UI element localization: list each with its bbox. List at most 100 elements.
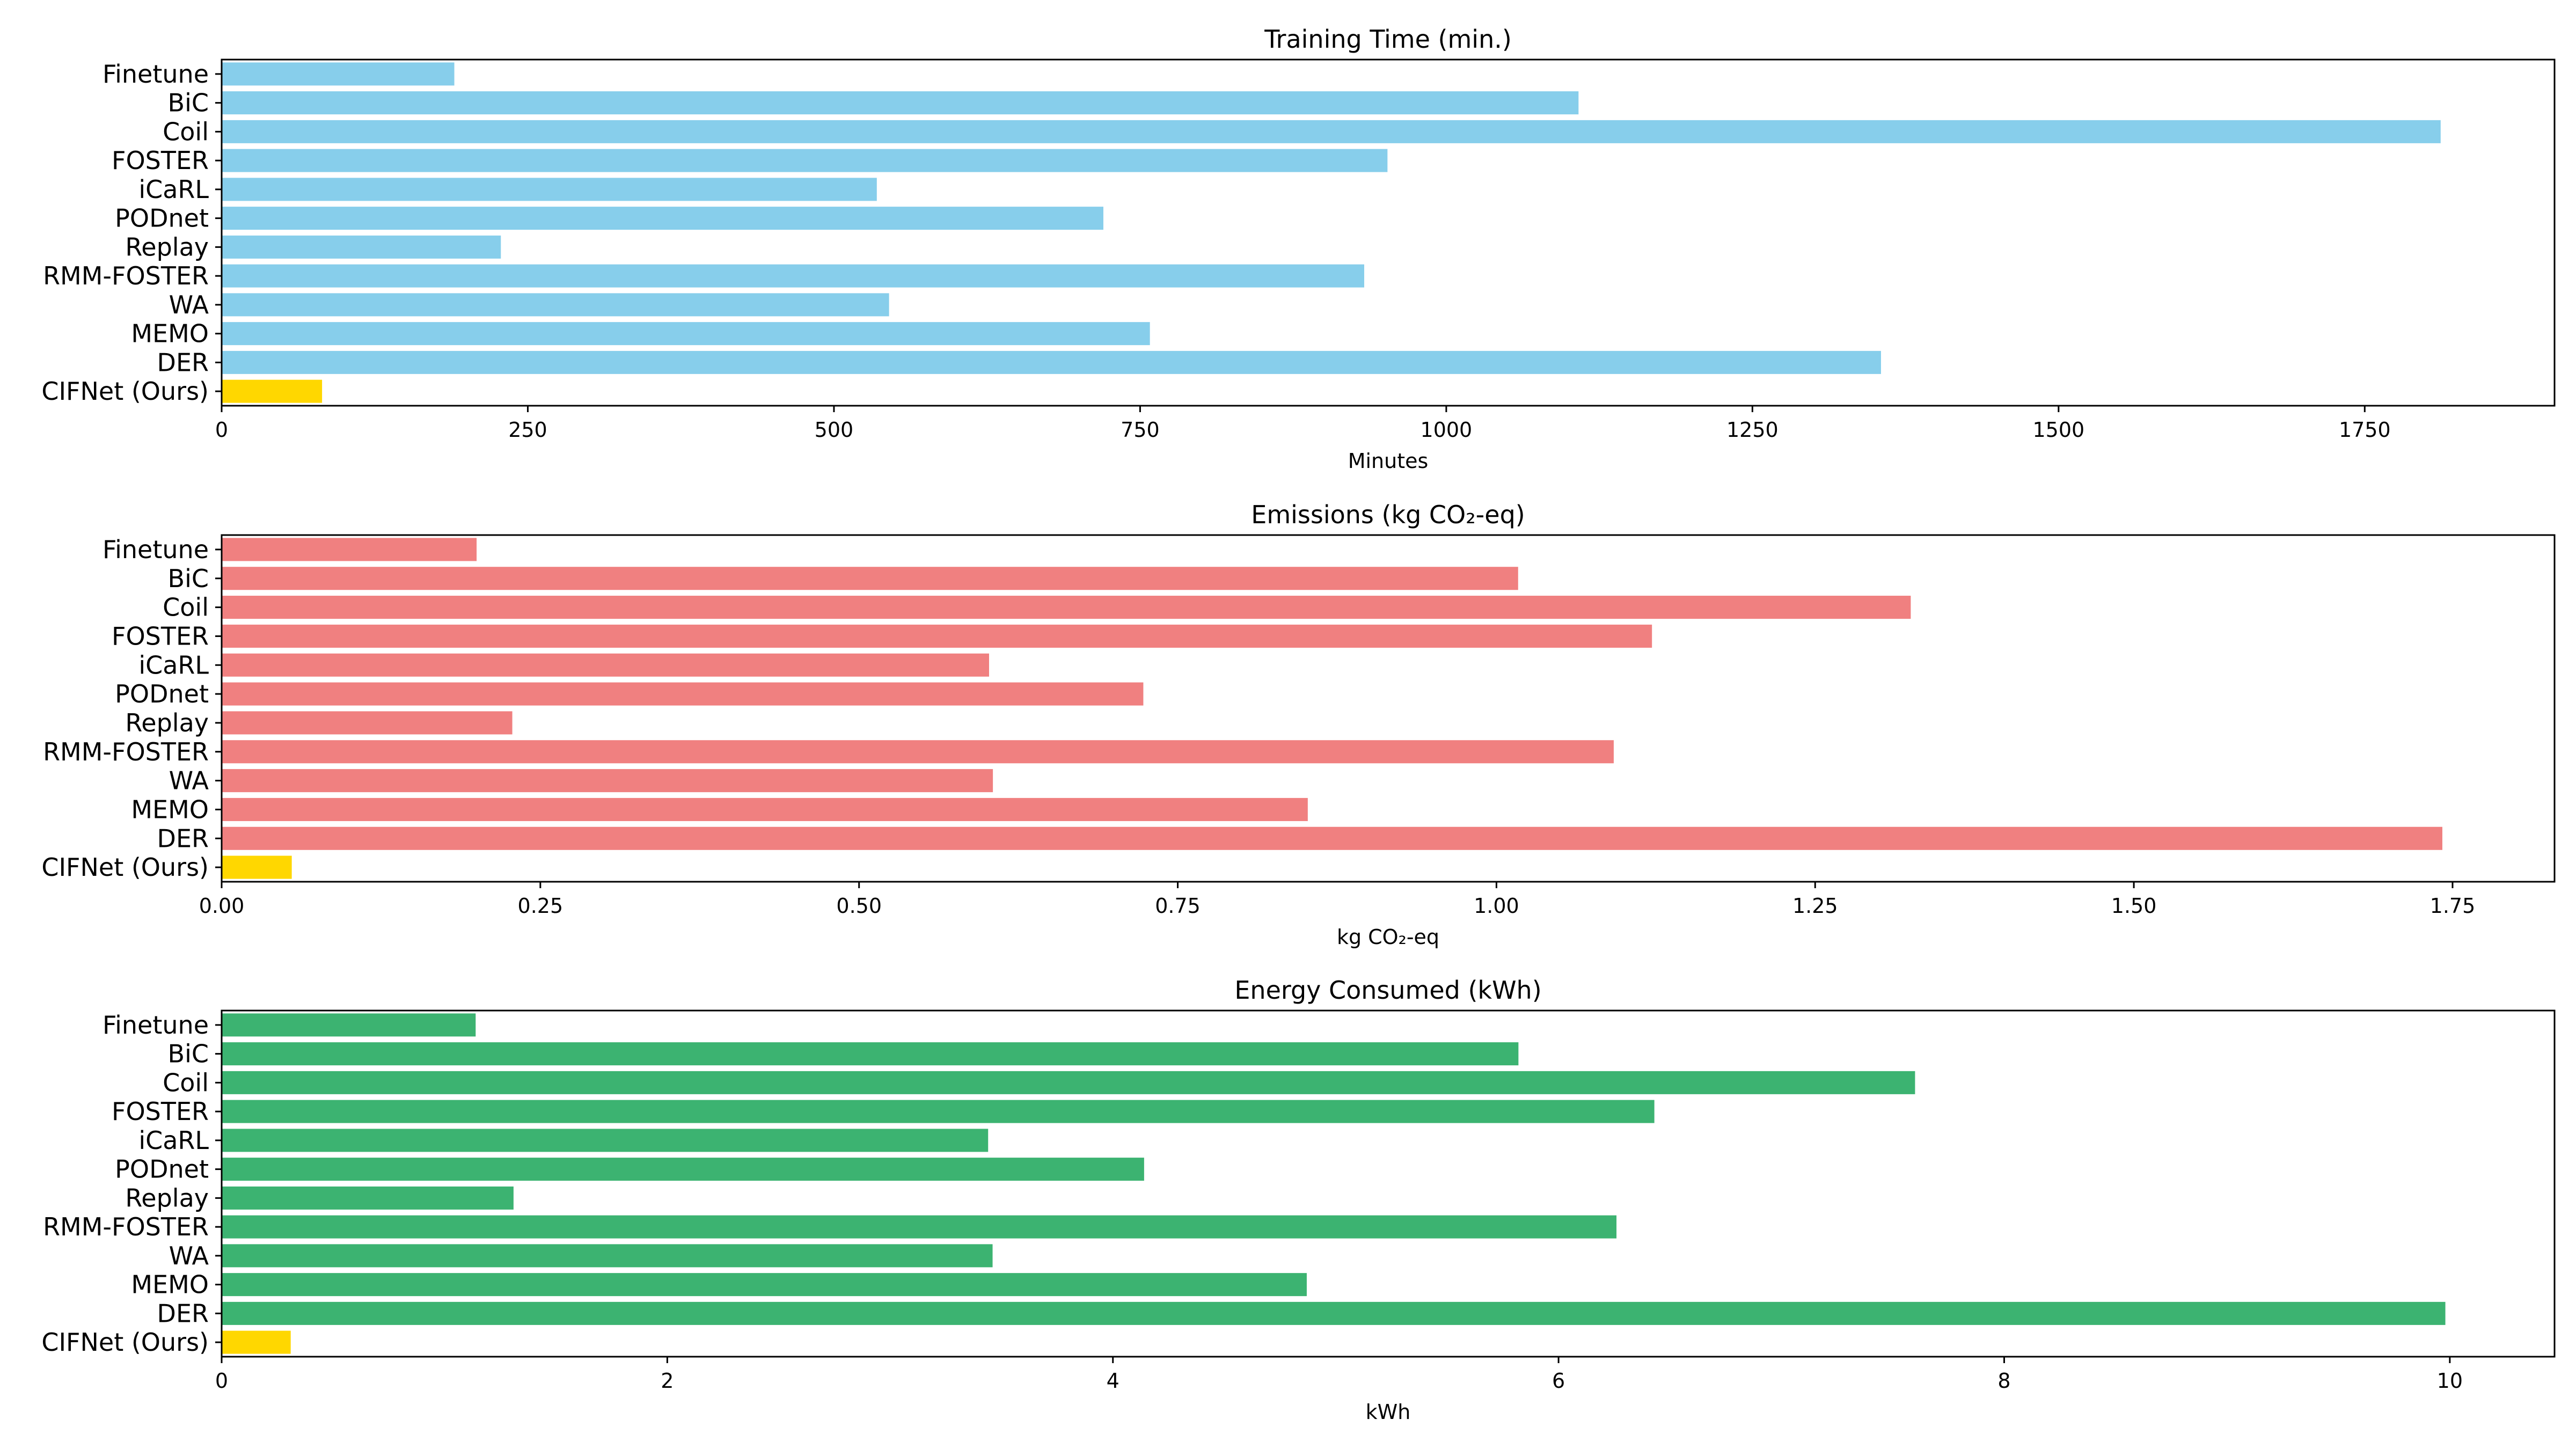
bar-cifnet-ours [222,379,323,403]
bar-icarl [222,178,877,201]
y-tick-label: DER [157,824,209,853]
y-tick-label: RMM-FOSTER [43,1212,209,1241]
x-tick-label: 0.75 [1155,894,1201,918]
y-tick-label: PODnet [115,204,209,233]
x-tick-label: 1500 [2032,418,2084,442]
bar-replay [222,711,513,735]
y-tick-label: Replay [125,232,209,261]
bar-rmm-foster [222,1215,1617,1239]
bar-bic [222,567,1518,590]
y-tick-label: CIFNet (Ours) [41,377,209,406]
bar-podnet [222,207,1103,230]
bar-group [222,62,2441,403]
bar-icarl [222,653,989,677]
panel-title: Energy Consumed (kWh) [1234,976,1541,1005]
y-tick-label: BiC [168,89,209,118]
x-tick-label: 1.50 [2111,894,2157,918]
bar-wa [222,769,993,793]
y-tick-label: MEMO [131,319,209,348]
bar-foster [222,149,1388,172]
x-tick-label: 1250 [1726,418,1779,442]
bar-der [222,1301,2446,1325]
x-ticks: 0 2 4 6 8 10 [215,1357,2463,1393]
y-tick-label: MEMO [131,795,209,824]
x-tick-label: 6 [1552,1369,1565,1393]
y-tick-label: Coil [163,117,209,146]
bar-finetune [222,538,477,561]
y-tick-label: Coil [163,593,209,622]
bar-replay [222,235,501,259]
axes-frame [221,58,2556,407]
bar-rmm-foster [222,740,1614,764]
bar-wa [222,293,889,317]
x-ticks: 0 250 500 750 1000 1250 1500 1750 [215,406,2391,442]
y-tick-label: Finetune [103,60,209,89]
bar-podnet [222,682,1144,706]
axes-frame [221,534,2556,883]
panel-title: Emissions (kg CO₂-eq) [1251,500,1525,529]
bar-finetune [222,62,455,86]
bar-memo [222,1273,1307,1297]
y-tick-label: FOSTER [112,146,209,175]
bar-cifnet-ours [222,855,292,879]
x-tick-label: 250 [508,418,547,442]
y-tick-label: BiC [168,1040,209,1069]
x-tick-label: 10 [2437,1369,2463,1393]
bar-podnet [222,1158,1144,1181]
bar-bic [222,91,1579,115]
bar-replay [222,1186,514,1210]
bar-group [222,1013,2446,1354]
axes-frame [221,1009,2556,1358]
y-tick-label: WA [169,766,209,795]
y-tick-label: Finetune [103,1011,209,1040]
x-axis-label: kWh [1366,1400,1411,1424]
y-tick-label: Replay [125,1183,209,1212]
emissions-panel: Emissions (kg CO₂-eq) FinetuneBiCCoilFOS… [41,500,2556,949]
y-tick-label: Replay [125,708,209,737]
y-tick-label: BiC [168,564,209,593]
bar-foster [222,1100,1655,1123]
bar-finetune [222,1013,476,1037]
x-tick-label: 1000 [1421,418,1473,442]
x-tick-label: 750 [1121,418,1160,442]
x-tick-label: 1750 [2339,418,2391,442]
bar-icarl [222,1129,989,1152]
x-axis-label: Minutes [1348,449,1429,473]
y-tick-label: iCaRL [138,650,209,679]
y-tick-label: PODnet [115,679,209,708]
y-tick-label: CIFNet (Ours) [41,853,209,882]
y-tick-label: DER [157,1299,209,1328]
y-tick-label: MEMO [131,1270,209,1299]
y-tick-label: iCaRL [138,175,209,204]
x-tick-label: 0.25 [518,894,564,918]
bar-rmm-foster [222,264,1365,288]
x-ticks: 0.00 0.25 0.50 0.75 1.00 1.25 1.50 1.75 [199,882,2476,918]
x-tick-label: 8 [1997,1369,2010,1393]
y-tick-labels: FinetuneBiCCoilFOSTERiCaRLPODnetReplayRM… [41,60,222,406]
x-tick-label: 4 [1107,1369,1119,1393]
x-tick-label: 0.00 [199,894,245,918]
y-tick-labels: FinetuneBiCCoilFOSTERiCaRLPODnetReplayRM… [41,535,222,882]
bar-coil [222,1071,1915,1094]
y-tick-label: RMM-FOSTER [43,261,209,290]
x-tick-label: 1.75 [2430,894,2476,918]
y-tick-labels: FinetuneBiCCoilFOSTERiCaRLPODnetReplayRM… [41,1011,222,1357]
bar-foster [222,624,1652,648]
y-tick-label: DER [157,348,209,377]
energy-consumed-panel: Energy Consumed (kWh) FinetuneBiCCoilFOS… [41,976,2556,1424]
x-tick-label: 0 [215,1369,228,1393]
x-tick-label: 500 [815,418,854,442]
bar-coil [222,596,1911,619]
y-tick-label: FOSTER [112,621,209,650]
bar-group [222,538,2442,879]
y-tick-label: WA [169,1241,209,1270]
bar-der [222,350,1881,374]
y-tick-label: RMM-FOSTER [43,737,209,766]
x-tick-label: 1.00 [1474,894,1519,918]
x-tick-label: 1.25 [1792,894,1838,918]
bar-memo [222,797,1308,821]
y-tick-label: Coil [163,1068,209,1097]
y-tick-label: FOSTER [112,1097,209,1126]
bar-bic [222,1042,1519,1066]
